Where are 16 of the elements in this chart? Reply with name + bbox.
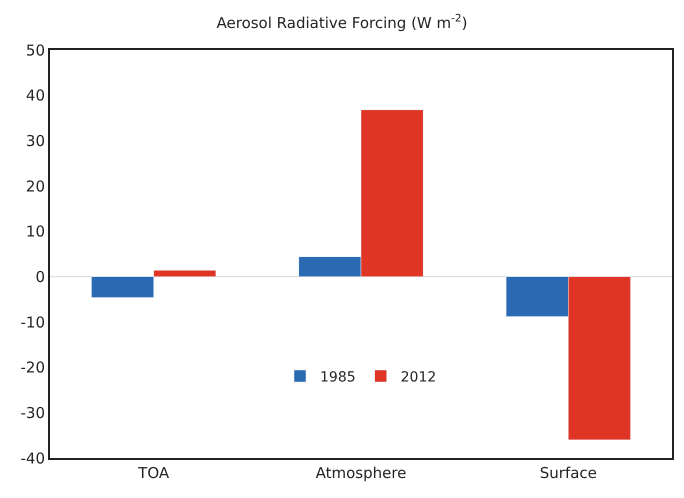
y-tick-label: 40 [26,86,45,105]
y-tick-label: 50 [26,41,45,60]
y-tick-label: 20 [26,177,45,196]
chart-title: Aerosol Radiative Forcing (W m$^{-2}$) [216,12,468,32]
x-tick-label: Atmosphere [316,464,406,482]
legend-label: 1985 [320,369,356,386]
y-tick-label: -30 [20,404,45,422]
x-tick-label: TOA [137,464,170,482]
y-tick-label: 30 [26,132,45,150]
y-tick-label: -10 [20,313,45,332]
y-tick-label: 0 [35,268,45,286]
legend-label: 2012 [400,369,436,386]
y-tick-label: -40 [20,449,45,468]
y-tick-label: -20 [20,358,45,377]
y-tick-label: 10 [26,222,45,241]
x-tick-label: Surface [540,464,597,482]
